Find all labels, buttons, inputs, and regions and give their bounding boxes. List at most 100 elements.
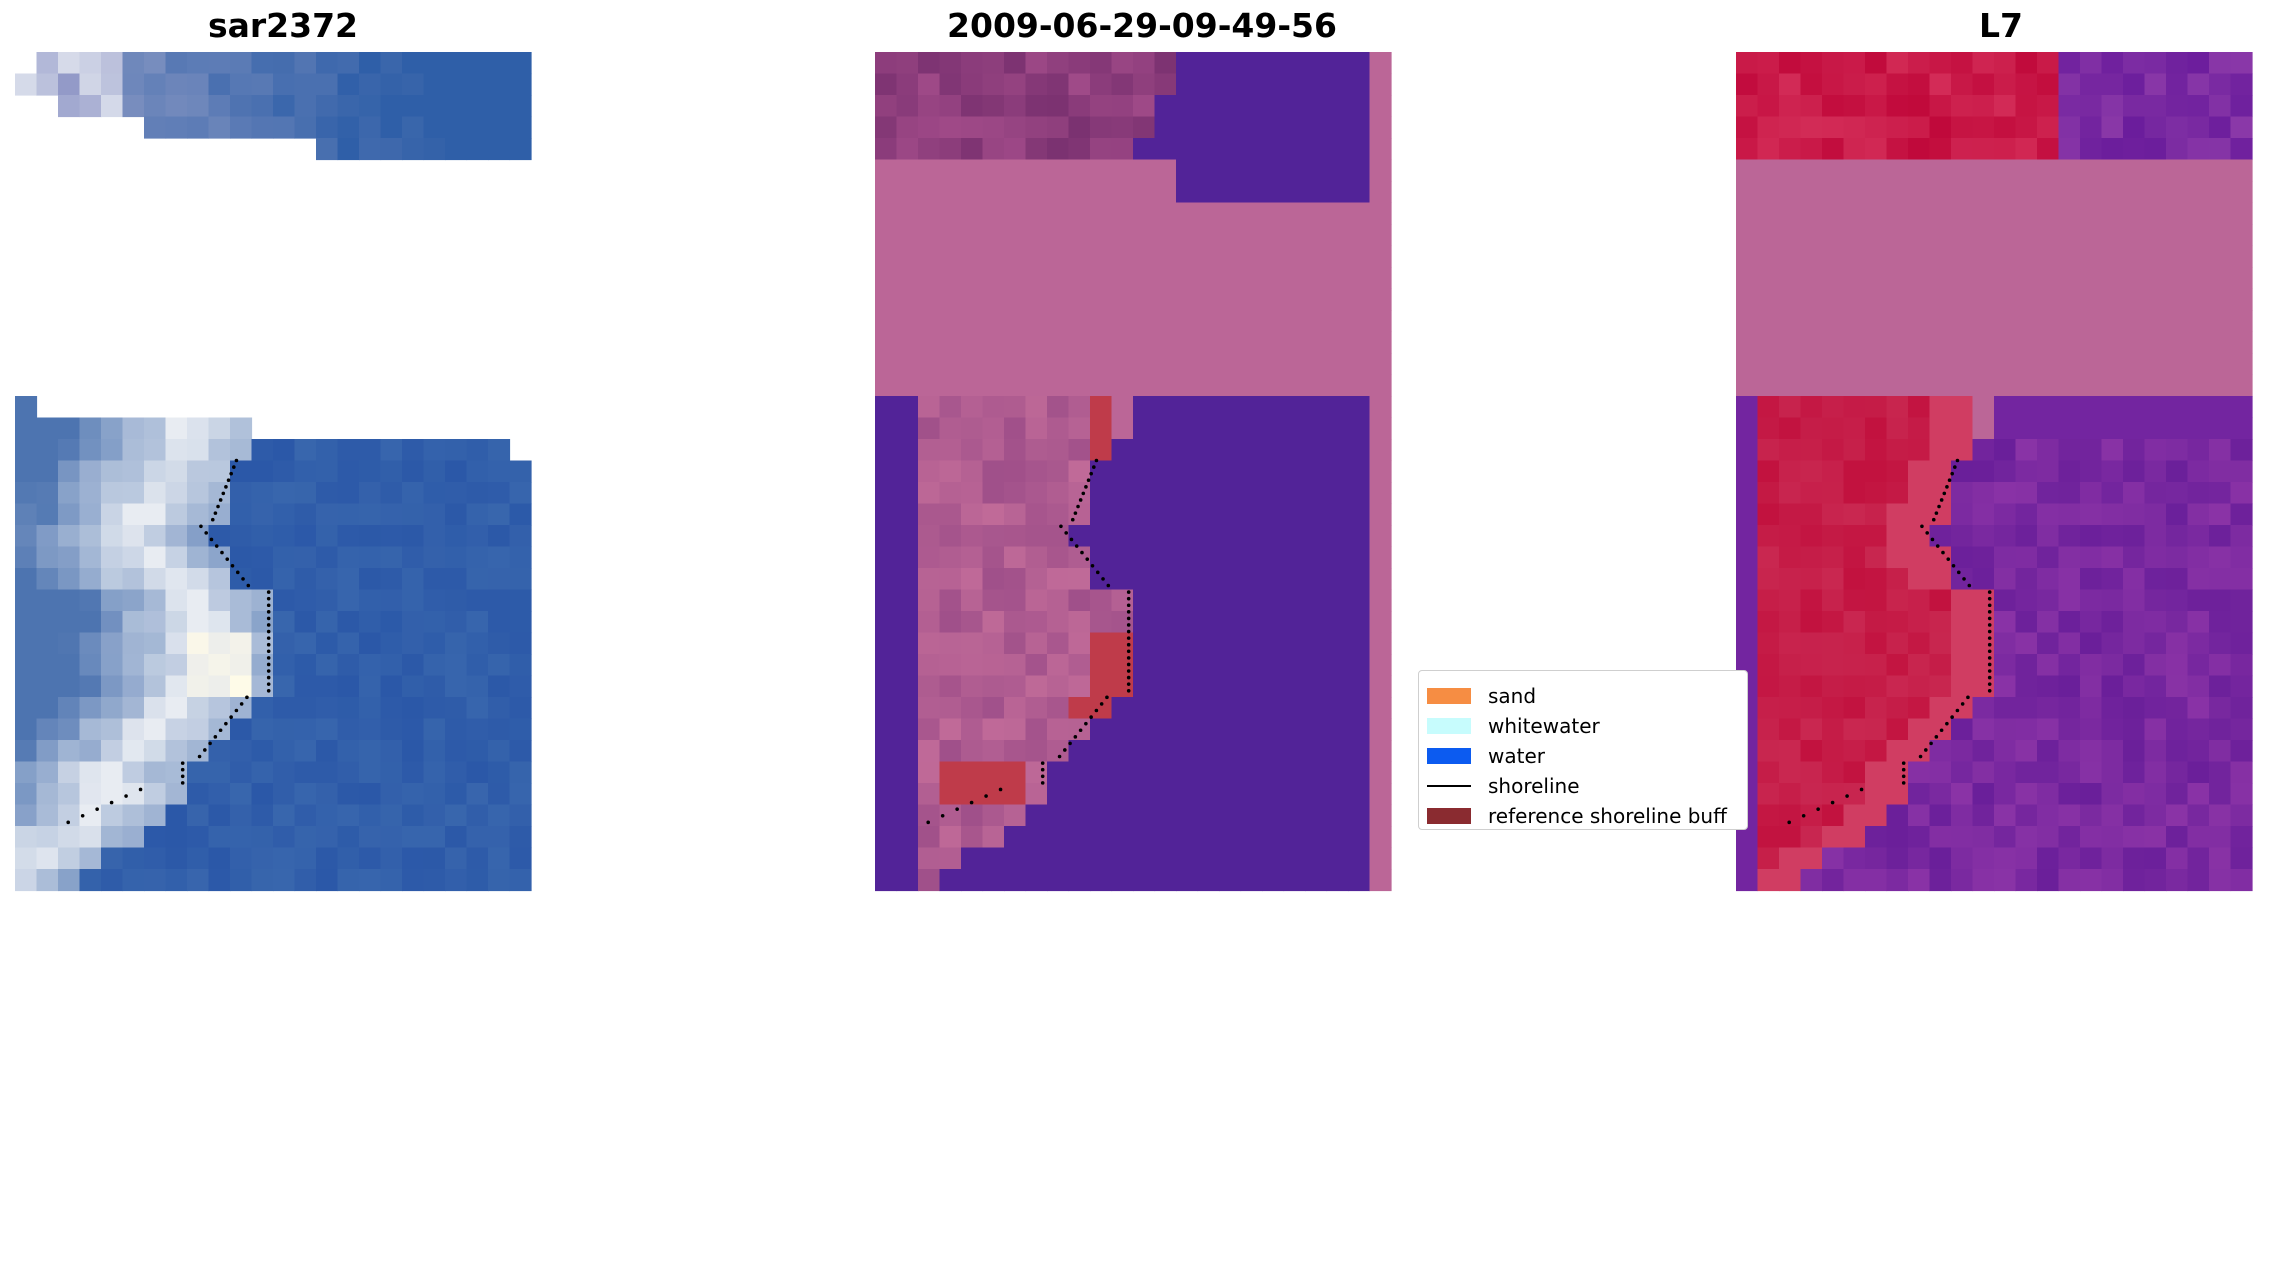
raster-pixel [2144, 826, 2167, 849]
raster-pixel [1908, 159, 1931, 182]
raster-pixel [2037, 396, 2060, 419]
raster-pixel [1994, 632, 2017, 655]
raster-pixel [1800, 181, 1823, 204]
raster-pixel [2187, 159, 2210, 182]
raster-pixel [2037, 95, 2060, 118]
raster-pixel [1736, 847, 1759, 870]
raster-pixel [1068, 181, 1091, 204]
raster-pixel [1779, 611, 1802, 634]
shoreline-point [241, 577, 245, 581]
raster-pixel [2230, 73, 2253, 96]
raster-pixel [2209, 374, 2232, 397]
raster-pixel [359, 589, 382, 612]
raster-pixel [1111, 675, 1134, 698]
raster-pixel [1133, 589, 1156, 612]
raster-pixel [380, 718, 403, 741]
raster-pixel [58, 568, 81, 591]
shoreline-point [1126, 623, 1131, 627]
raster-pixel [2209, 482, 2232, 505]
raster-pixel [251, 718, 274, 741]
shoreline-point [1063, 748, 1067, 752]
raster-pixel [1757, 568, 1780, 591]
raster-pixel [1133, 181, 1156, 204]
raster-pixel [1908, 546, 1931, 569]
raster-pixel [2209, 331, 2232, 354]
raster-pixel [1757, 654, 1780, 677]
raster-pixel [875, 396, 898, 419]
raster-pixel [918, 396, 941, 419]
raster-pixel [1133, 353, 1156, 376]
raster-pixel [1262, 804, 1285, 827]
raster-pixel [1219, 73, 1242, 96]
raster-pixel [1865, 611, 1888, 634]
raster-pixel [144, 783, 167, 806]
shoreline-point [226, 478, 231, 483]
raster-pixel [1951, 396, 1974, 419]
raster-pixel [1004, 310, 1027, 333]
shoreline-point [1126, 656, 1131, 660]
raster-pixel [1305, 804, 1328, 827]
raster-pixel [1305, 675, 1328, 698]
raster-pixel [2187, 482, 2210, 505]
shoreline-point [229, 471, 233, 476]
raster-pixel [1972, 267, 1995, 290]
raster-pixel [1800, 138, 1823, 161]
raster-pixel [1865, 267, 1888, 290]
raster-pixel [1240, 589, 1263, 612]
raster-pixel [2144, 546, 2167, 569]
raster-pixel [939, 73, 962, 96]
raster-pixel [1994, 783, 2017, 806]
raster-pixel [982, 460, 1005, 483]
raster-pixel [939, 503, 962, 526]
raster-pixel [1154, 181, 1177, 204]
raster-pixel [2230, 589, 2253, 612]
raster-pixel [165, 439, 188, 462]
raster-pixel [1154, 353, 1177, 376]
raster-pixel [1326, 245, 1349, 268]
raster-pixel [58, 611, 81, 634]
raster-pixel [961, 417, 984, 440]
raster-pixel [122, 783, 145, 806]
raster-pixel [2037, 568, 2060, 591]
raster-pixel [1262, 675, 1285, 698]
raster-pixel [982, 611, 1005, 634]
raster-pixel [1283, 224, 1306, 247]
raster-pixel [918, 847, 941, 870]
raster-pixel [1240, 138, 1263, 161]
raster-pixel [273, 589, 296, 612]
raster-pixel [875, 138, 898, 161]
raster-pixel [122, 847, 145, 870]
shoreline-point [1126, 675, 1131, 680]
raster-pixel [982, 718, 1005, 741]
raster-pixel [1929, 740, 1952, 763]
raster-pixel [1283, 804, 1306, 827]
raster-pixel [2037, 869, 2060, 892]
raster-pixel [1736, 52, 1759, 75]
raster-pixel [402, 73, 425, 96]
raster-pixel [961, 374, 984, 397]
raster-pixel [2123, 331, 2146, 354]
shoreline-point [224, 485, 228, 489]
raster-pixel [79, 503, 102, 526]
raster-pixel [1176, 439, 1199, 462]
raster-pixel [1736, 546, 1759, 569]
raster-pixel [1800, 482, 1823, 505]
raster-pixel [1004, 202, 1027, 225]
raster-pixel [982, 288, 1005, 311]
raster-pixel [1240, 740, 1263, 763]
raster-pixel [2101, 718, 2124, 741]
raster-pixel [2230, 181, 2253, 204]
raster-pixel [1133, 159, 1156, 182]
raster-pixel [359, 654, 382, 677]
raster-pixel [445, 439, 468, 462]
raster-pixel [1865, 374, 1888, 397]
raster-pixel [875, 718, 898, 741]
raster-pixel [1197, 52, 1220, 75]
raster-pixel [1908, 675, 1931, 698]
raster-pixel [1994, 224, 2017, 247]
raster-pixel [1240, 224, 1263, 247]
raster-pixel [316, 632, 339, 655]
shoreline-point [1073, 735, 1078, 739]
raster-pixel [1822, 224, 1845, 247]
raster-pixel [1972, 245, 1995, 268]
